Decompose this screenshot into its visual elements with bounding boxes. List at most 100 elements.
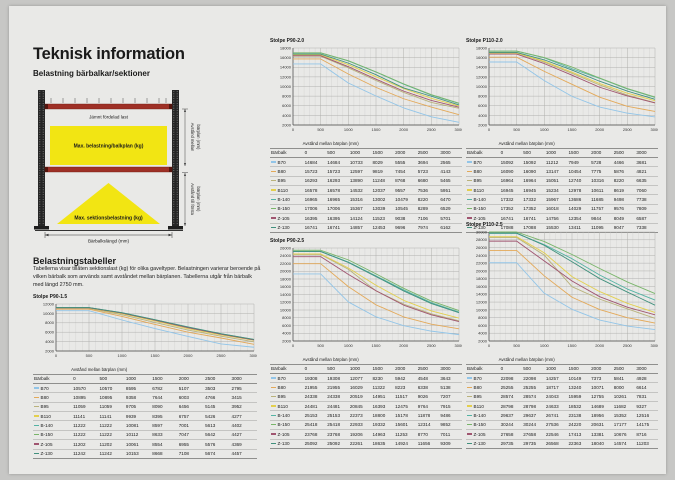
x-axis-label: Avstånd mellan bärplan (mm) [498,356,555,362]
section-load-area [57,183,160,224]
table-row: B110 28798 28798 24633 18532 14689 11682 9327 [466,402,658,411]
table-cell: 17413 [568,431,582,437]
table-cell: 7831 [636,394,647,400]
table-cell: 9819 [372,168,383,174]
series-name-cell: B-150 [270,204,304,213]
table-cell: 22098 [500,375,514,381]
table-cell: 5951 [440,187,451,193]
svg-text:2500: 2500 [427,127,437,132]
svg-text:16000: 16000 [476,284,488,289]
table-cell: 18717 [545,384,559,390]
svg-text:0: 0 [292,343,295,348]
table-cell: 11202 [73,441,86,447]
beam-length-label: Bärbalkslängd (mm) [88,239,130,244]
dim-first-label-line2: bärplan (mm) [196,187,201,213]
series-marker [467,179,472,182]
table-cell: 5426 [205,413,216,419]
svg-text:4000: 4000 [45,339,55,344]
table-cell: 11242 [99,451,112,457]
table-cell: 24481 [304,403,318,409]
table-cell: 14257 [545,375,559,381]
series-line-Z-130 [489,232,656,306]
svg-text:14000: 14000 [280,65,292,70]
table-cell: 18800 [372,413,386,419]
table-header-cell: 500 [326,147,349,158]
load-chart: 2000400060008000100001200014000160001800… [476,45,660,132]
table-row: Z-105 11202 11202 10061 8554 6955 5576 4369 [33,440,257,449]
table-cell: 22373 [349,413,363,419]
table-cell: 12516 [636,413,650,419]
series-marker [34,424,39,427]
table-header-cell: 2000 [394,363,417,374]
table-cell: 17006 [327,206,341,212]
series-name-cell: B70 [270,373,304,382]
table-cell: 30244 [500,422,514,428]
table-row: B80 25255 25255 18717 13240 10071 8000 6614 [466,383,658,393]
svg-text:3000: 3000 [651,127,658,132]
table-header-cell: 2500 [612,147,636,158]
table-cell: 15601 [395,422,408,428]
svg-text:28000: 28000 [476,237,488,242]
table-header-cell: 1500 [567,147,591,158]
svg-text:24000: 24000 [476,253,488,258]
table-cell: 10676 [613,431,627,437]
table-row: B110 11141 11141 9939 8395 6757 5426 4277 [33,412,257,421]
table-cell: 24338 [304,394,318,400]
load-table: Bärbalk 0 500 1000 1500 2000 2500 3000 B70 14684 1… [270,147,462,233]
table-cell: 4466 [613,159,624,165]
svg-text:2000: 2000 [184,353,194,358]
table-cell: 8049 [613,215,624,221]
table-cell: 15959 [568,394,582,400]
table-header-cell: Bärbalk [33,373,73,384]
series-marker [467,433,472,435]
svg-text:2000: 2000 [478,338,488,343]
series-line-B95 [293,55,460,109]
table-cell: 17332 [523,197,537,203]
table-cell: 5576 [205,441,216,447]
group-p110-2-0: Stolpe P110-2.0 2000 4000 6000 8000 10000 120… [466,38,660,233]
svg-text:4000: 4000 [282,331,292,336]
table-cell: 6338 [417,384,428,390]
table-cell: 8770 [417,431,428,437]
series-marker [34,396,39,398]
table-cell: 8223 [395,384,406,390]
svg-text:2000: 2000 [45,348,55,353]
x-axis-label: Avstånd mellan bärplan (mm) [302,356,359,362]
svg-text:26000: 26000 [476,245,488,250]
table-cell: 17088 [500,225,514,231]
table-cell: 11212 [545,159,559,165]
table-cell: 25255 [523,384,537,390]
table-header-cell: 0 [499,147,523,158]
load-table: Bärbalk 0 500 1000 1500 2000 2500 3000 B70 19308 1… [270,363,462,449]
series-marker [467,170,472,172]
table-cell: 6003 [178,394,189,400]
table-header-cell: 2500 [416,363,440,374]
load-chart: 2000400060008000100001200014000160001800… [280,245,464,348]
series-marker [467,414,472,417]
table-cell: 16965 [327,197,341,203]
table-cell: 15530 [545,225,559,231]
table-cell: 15092 [500,159,514,165]
table-row: Z-130 11242 11242 10153 8668 7108 5674 4457 [33,449,257,459]
chart-title: Stolpe P110-2.5 [466,222,503,228]
table-cell: 27658 [500,431,514,437]
table-cell: 16393 [372,403,386,409]
table-cell: 24481 [327,403,341,409]
table-cell: 7738 [636,197,647,203]
x-axis-label: Avstånd mellan bärplan (mm) [71,366,128,372]
post-foot-left [34,226,49,230]
table-header-cell: 2000 [394,147,417,158]
table-cell: 4143 [440,168,451,174]
table-header-cell: 0 [303,363,327,374]
series-name-cell: Z-130 [270,439,304,448]
table-row: B95 28574 28574 24043 15959 12755 10261 7831 [466,392,658,402]
table-row: B-150 25418 25418 22933 19332 15601 12314 9852 [270,420,462,430]
table-row: Z-105 16741 16741 14756 12354 9844 8049 6587 [466,214,658,223]
series-marker [467,208,472,210]
table-cell: 11248 [372,178,385,184]
group-p90-2-5: Stolpe P90-2.5 2000 4000 6000 8000 10000 1200… [270,238,464,449]
table-row: Z-105 23768 23768 19206 14963 11253 8770 7011 [270,430,462,439]
table-cell: 11253 [395,431,408,437]
table-header-cell: 3000 [635,147,658,158]
table-cell: 25153 [304,413,318,419]
